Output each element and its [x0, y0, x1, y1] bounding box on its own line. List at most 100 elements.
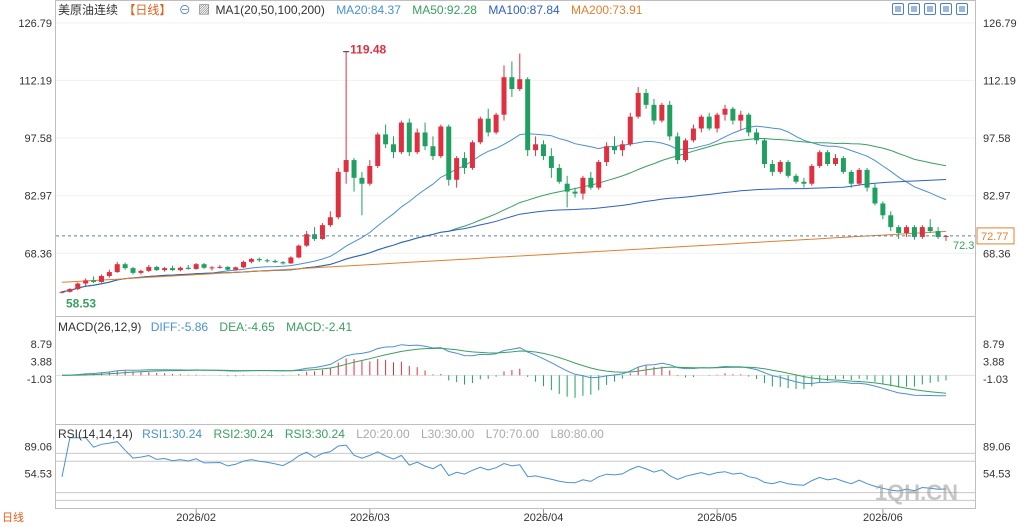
- candle: [201, 263, 207, 269]
- candle: [714, 112, 720, 133]
- candle: [67, 288, 73, 293]
- close-icon[interactable]: [956, 3, 968, 15]
- candle: [154, 265, 160, 271]
- candle: [801, 177, 807, 188]
- macd-series: [56, 344, 975, 398]
- candle: [335, 167, 341, 220]
- candle-body: [375, 134, 381, 166]
- candle: [809, 164, 815, 186]
- rsi1-value: RSI1:30.24: [142, 427, 202, 441]
- candle: [83, 278, 89, 287]
- candle-body: [146, 266, 152, 271]
- candle: [146, 264, 152, 273]
- candle: [225, 266, 231, 271]
- candle: [927, 219, 933, 234]
- candle: [919, 225, 925, 239]
- rsi-line: [61, 437, 947, 492]
- candle-body: [801, 181, 807, 184]
- candle: [422, 122, 428, 151]
- candle-body: [706, 116, 712, 129]
- candle-body: [619, 144, 625, 151]
- watermark: 1QH.CN: [875, 480, 958, 505]
- candle-body: [83, 280, 89, 284]
- price-axis-label-right: 126.79: [983, 18, 1017, 30]
- candle: [572, 187, 578, 198]
- candle-body: [383, 134, 389, 145]
- price-axis-label-right: 97.58: [983, 133, 1011, 145]
- macd-axis-label-left: 3.88: [31, 356, 52, 368]
- candle: [241, 260, 247, 269]
- candle: [730, 106, 736, 125]
- price-axis-label-left: 112.19: [19, 75, 52, 87]
- chart-type-icon[interactable]: [892, 3, 904, 15]
- macd-axis-label-right: 8.79: [983, 339, 1004, 351]
- candle: [840, 156, 846, 174]
- price-axis-label-right: 112.19: [983, 75, 1016, 87]
- candle: [848, 169, 854, 188]
- candle-body: [106, 272, 112, 277]
- candle-body: [170, 268, 175, 271]
- price-axis-label-left: 97.58: [24, 133, 52, 145]
- candle-body: [848, 171, 854, 184]
- chart-toolbox: [892, 3, 968, 15]
- candle-body: [896, 227, 902, 234]
- period-label[interactable]: 日线: [2, 512, 24, 524]
- time-axis-label: 2026/06: [863, 512, 903, 524]
- candle-body: [359, 177, 365, 184]
- ma-indicator-icon[interactable]: ▨: [198, 3, 210, 17]
- axis-labels: 126.79 126.79 112.19 112.19 97.58 97.58 82.97 8…: [18, 18, 1016, 524]
- ma-settings-icon[interactable]: ⊖: [179, 3, 191, 17]
- rsi-label: RSI(14,14,14): [58, 427, 133, 441]
- settings-icon[interactable]: [940, 3, 952, 15]
- candle: [833, 154, 838, 166]
- candle: [122, 262, 128, 270]
- candle-body: [651, 104, 657, 121]
- candle-body: [98, 276, 104, 282]
- zoom-out-icon[interactable]: [924, 3, 936, 15]
- rsi-axis-label-left: 54.53: [24, 468, 52, 480]
- candle-body: [769, 164, 775, 172]
- candle-body: [880, 203, 886, 216]
- macd-histogram-value: MACD:-2.41: [286, 320, 352, 334]
- candle: [312, 227, 318, 241]
- candle: [785, 160, 791, 178]
- candlestick-series: [59, 51, 949, 294]
- candle-body: [138, 270, 144, 273]
- candle: [493, 112, 499, 135]
- ma200-line: [61, 230, 947, 283]
- candle: [501, 65, 507, 121]
- price-axis-label-right: 82.97: [983, 191, 1011, 203]
- candle: [540, 140, 546, 161]
- candle: [596, 160, 602, 190]
- macd-axis-label-left: -1.03: [27, 374, 52, 386]
- rsi-l70-value: L70:70.00: [486, 427, 540, 441]
- candle-body: [59, 291, 65, 293]
- candle-body: [493, 114, 499, 133]
- candle-body: [596, 162, 602, 188]
- macd-diff-value: DIFF:-5.86: [151, 320, 209, 334]
- candle-body: [217, 266, 223, 268]
- candle: [304, 231, 310, 247]
- candle-body: [904, 227, 910, 234]
- candle-body: [248, 259, 254, 262]
- candle: [280, 261, 286, 265]
- candle-body: [67, 289, 73, 292]
- candle-body: [130, 268, 136, 273]
- time-axis-label: 2026/04: [524, 512, 564, 524]
- candle-body: [683, 140, 689, 161]
- price-axis-label-right: 68.36: [983, 248, 1011, 260]
- symbol-name: 美原油连续: [58, 2, 118, 17]
- period-tag[interactable]: 【日线】: [123, 3, 171, 17]
- candle: [825, 150, 831, 166]
- candle: [272, 259, 278, 264]
- candle-body: [201, 264, 207, 268]
- last-price-inline-label: 72.3: [953, 240, 974, 252]
- candle: [391, 136, 396, 159]
- candle: [793, 173, 799, 184]
- macd-dea-value: DEA:-4.65: [219, 320, 275, 334]
- candle: [580, 175, 586, 200]
- candle: [256, 257, 262, 262]
- rsi2-value: RSI2:30.24: [213, 427, 273, 441]
- candle: [170, 265, 175, 271]
- zoom-in-icon[interactable]: [908, 3, 920, 15]
